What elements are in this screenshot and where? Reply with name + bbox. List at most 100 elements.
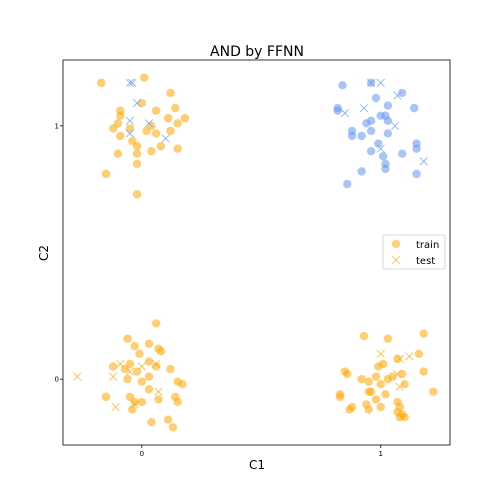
point-train-class0-84 [371,395,381,404]
plot-area [62,59,451,446]
point-train-class0-56 [128,405,137,414]
point-test-class1-3 [125,116,135,125]
point-train-class0-81 [429,387,438,397]
point-train-class0-36 [108,362,118,371]
point-train-class1-2 [398,88,407,98]
point-train-class0-77 [400,380,409,389]
point-train-class0-15 [108,124,118,133]
point-train-class1-4 [383,101,393,110]
point-train-class0-51 [154,395,163,404]
point-train-class0-55 [173,397,182,407]
point-train-class1-28 [343,179,352,189]
point-train-class0-22 [173,144,182,153]
point-train-class1-26 [412,169,421,179]
point-train-class0-70 [357,374,366,384]
point-train-class0-61 [383,334,393,343]
point-train-class1-3 [371,93,381,103]
point-train-class0-21 [147,146,156,156]
point-train-class1-27 [357,167,366,176]
point-train-class1-0 [338,81,347,90]
point-train-class0-89 [345,405,354,414]
point-train-class0-48 [144,385,154,394]
point-train-class0-2 [166,88,175,98]
point-train-class0-7 [171,103,180,113]
point-test-class1-14 [419,157,428,166]
point-test-class1-4 [125,129,135,138]
point-train-class0-35 [135,349,144,359]
point-train-class0-26 [132,159,142,169]
point-train-class1-25 [381,164,390,174]
point-train-class1-13 [366,126,376,136]
point-train-class1-11 [383,116,393,125]
point-train-class0-59 [168,423,178,432]
point-train-class0-54 [137,397,147,407]
point-train-class0-29 [151,319,161,328]
point-train-class0-73 [388,372,397,381]
legend-test-marker [391,255,401,265]
point-test-class0-4 [125,367,135,376]
point-train-class0-23 [113,149,123,158]
chart-title: AND by FFNN [210,44,304,60]
point-train-class0-90 [364,405,373,414]
point-test-class0-3 [137,362,146,371]
axis-ticks: 0 1 0 1 [55,122,383,458]
point-test-class1-12 [390,121,400,131]
y-tick-label-0: 0 [55,376,59,384]
point-train-class0-60 [359,331,369,341]
point-train-class0-32 [144,339,154,348]
y-axis-label: C2 [37,245,51,261]
point-test-class0-2 [152,359,161,369]
point-train-class0-71 [364,377,373,386]
point-train-class0-57 [163,415,173,424]
point-train-class0-5 [137,98,147,108]
point-train-class0-30 [123,334,132,343]
point-train-class0-43 [144,372,154,381]
point-train-class0-47 [137,377,147,386]
point-train-class1-21 [366,146,376,156]
point-test-class0-0 [73,372,82,381]
point-train-class0-53 [130,397,139,407]
point-test-class1-7 [367,78,376,87]
point-test-class0-9 [376,349,385,358]
legend-train-marker [391,239,401,249]
point-test-class0-6 [154,387,163,396]
point-train-class1-20 [374,139,383,148]
point-train-class0-14 [173,119,182,128]
point-test-class1-11 [340,109,350,118]
point-train-class0-6 [151,106,161,115]
point-train-class1-19 [412,144,421,153]
point-test-class0-10 [395,354,404,364]
point-train-class0-20 [132,141,142,151]
point-train-class1-15 [347,131,357,141]
point-train-class0-69 [343,369,352,379]
point-test-class0-13 [395,382,404,391]
point-test-class1-0 [125,78,135,87]
point-train-class0-49 [101,392,111,402]
point-train-class1-23 [378,152,388,161]
point-train-class0-0 [97,78,106,87]
point-train-class0-18 [116,131,125,141]
point-test-class0-12 [393,369,402,379]
point-train-class0-62 [419,329,428,338]
point-test-class0-7 [130,400,139,409]
point-train-class0-25 [156,141,166,151]
point-train-class0-1 [140,73,149,82]
point-train-class0-95 [400,412,409,422]
point-train-class0-75 [419,367,428,376]
point-train-class0-4 [116,111,125,120]
legend-train-label: train [416,240,439,251]
point-train-class0-27 [101,169,111,179]
point-train-class1-22 [398,149,407,158]
x-tick-label-1: 1 [378,450,382,458]
point-train-class0-45 [178,380,187,389]
point-train-class0-13 [163,114,173,123]
point-train-class0-76 [376,380,385,389]
point-train-class0-72 [371,372,381,381]
point-train-class0-34 [156,347,166,356]
point-train-class0-8 [180,114,190,123]
legend: train test [382,234,446,270]
point-train-class0-91 [376,402,385,412]
point-train-class0-79 [366,387,376,397]
x-tick-label-0: 0 [140,450,144,458]
